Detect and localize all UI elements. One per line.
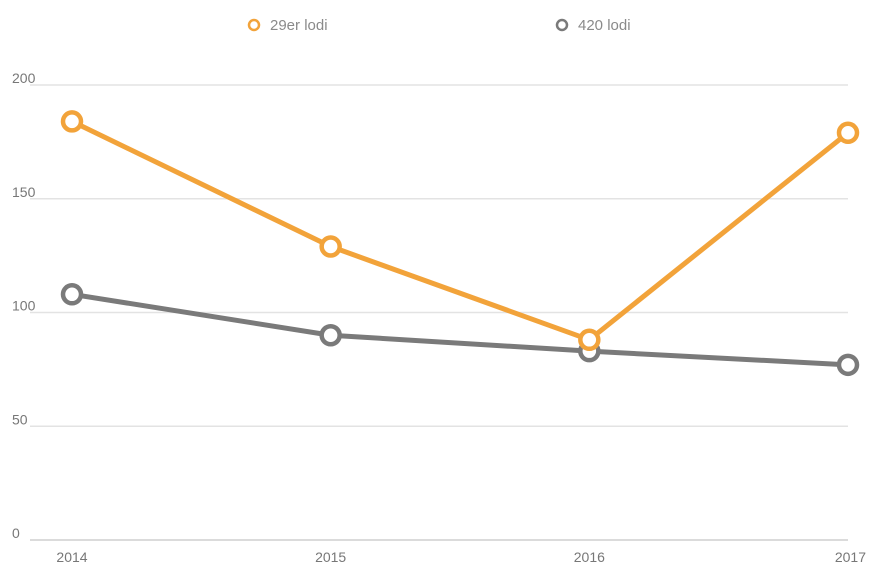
series-1 [60, 283, 860, 377]
legend-item[interactable]: 420 lodi [555, 17, 631, 34]
grid-lines [30, 84, 848, 541]
legend: 29er lodi 420 lodi [247, 17, 631, 34]
series-line [69, 291, 851, 368]
data-point[interactable] [578, 328, 601, 352]
series-lines [60, 110, 860, 377]
x-tick-label: 2017 [835, 549, 866, 565]
y-tick-label: 50 [12, 411, 28, 427]
data-point[interactable] [836, 121, 860, 145]
x-tick-label: 2016 [574, 549, 605, 565]
series-0 [60, 110, 860, 352]
data-point[interactable] [60, 283, 84, 306]
legend-marker-icon [247, 18, 261, 32]
data-point[interactable] [319, 235, 342, 258]
x-tick-label: 2014 [56, 549, 87, 565]
axis-tick-labels: 0 50 100 150 200 2014 2015 2016 2017 [12, 70, 866, 565]
y-tick-label: 200 [12, 70, 36, 86]
legend-label: 29er lodi [270, 17, 328, 34]
x-tick-label: 2015 [315, 549, 346, 565]
data-point[interactable] [319, 324, 342, 347]
y-tick-label: 0 [12, 525, 20, 541]
data-point[interactable] [836, 353, 860, 377]
legend-marker-icon [555, 18, 569, 32]
legend-label: 420 lodi [578, 17, 631, 34]
data-point[interactable] [60, 110, 84, 133]
legend-item[interactable]: 29er lodi [247, 17, 328, 34]
series-line [69, 118, 851, 343]
y-tick-label: 150 [12, 184, 36, 200]
y-tick-label: 100 [12, 298, 36, 314]
